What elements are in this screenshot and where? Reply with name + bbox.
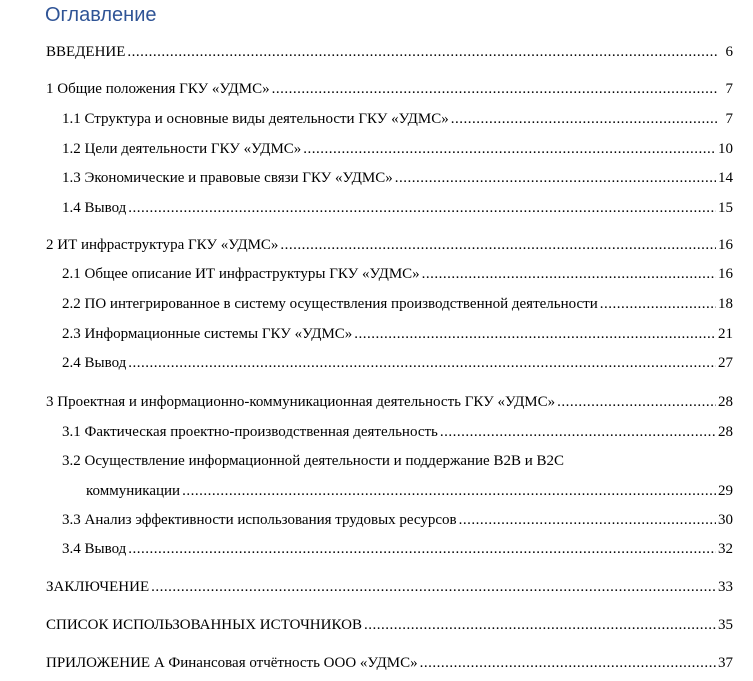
toc-page-number: 7 [725, 81, 734, 97]
toc-entry[interactable]: СПИСОК ИСПОЛЬЗОВАННЫХ ИСТОЧНИКОВ 35 [46, 615, 733, 635]
toc-page-number: 16 [718, 237, 733, 253]
dot-leader [280, 235, 716, 255]
toc-page-number: 10 [718, 141, 733, 157]
toc-entry[interactable]: 3.3 Анализ эффективности использования т… [62, 510, 733, 530]
toc-entry[interactable]: 2.4 Вывод 27 [62, 353, 733, 373]
toc-entry-text: 3.1 Фактическая проектно-производственна… [62, 424, 438, 440]
toc-page-number: 21 [718, 326, 733, 342]
dot-leader [303, 139, 716, 159]
dot-leader [440, 422, 716, 442]
dot-leader [364, 615, 716, 635]
toc-page-number: 7 [725, 111, 734, 127]
toc-entry-text: 1.4 Вывод [62, 200, 127, 216]
toc-page-number: 37 [718, 655, 733, 671]
toc-page-number: 29 [718, 483, 733, 499]
toc-entry-text: 1 Общие положения ГКУ «УДМС» [46, 81, 270, 97]
toc-page-number: 33 [718, 579, 733, 595]
toc-entry-text: 3 Проектная и информационно-коммуникацио… [46, 394, 556, 410]
toc-page-number: 28 [718, 394, 733, 410]
toc-entry[interactable]: ЗАКЛЮЧЕНИЕ 33 [46, 577, 733, 597]
dot-leader [182, 481, 716, 501]
toc-entry-text: 2.1 Общее описание ИТ инфраструктуры ГКУ… [62, 266, 420, 282]
dot-leader [354, 324, 716, 344]
toc-page-number: 18 [718, 296, 733, 312]
toc-entry-text: СПИСОК ИСПОЛЬЗОВАННЫХ ИСТОЧНИКОВ [46, 617, 362, 633]
toc-entry[interactable]: 1.3 Экономические и правовые связи ГКУ «… [62, 168, 733, 188]
dot-leader [459, 510, 716, 530]
toc-entry-text: ПРИЛОЖЕНИЕ А Финансовая отчётность ООО «… [46, 655, 418, 671]
dot-leader [272, 79, 717, 99]
toc-entry[interactable]: 2.1 Общее описание ИТ инфраструктуры ГКУ… [62, 264, 733, 284]
toc-entry-text: 2 ИТ инфраструктура ГКУ «УДМС» [46, 237, 279, 253]
toc-entry[interactable]: ПРИЛОЖЕНИЕ А Финансовая отчётность ООО «… [46, 653, 733, 673]
toc-page-number: 28 [718, 424, 733, 440]
toc-page-number: 15 [718, 200, 733, 216]
toc-entry-text: коммуникации [86, 483, 181, 499]
toc-entry[interactable]: 2.2 ПО интегрированное в систему осущест… [62, 294, 733, 314]
toc-entry[interactable]: 3.1 Фактическая проектно-производственна… [62, 422, 733, 442]
toc-page-number: 6 [725, 44, 734, 60]
toc-entry[interactable]: 1.1 Структура и основные виды деятельнос… [62, 109, 733, 129]
toc-entry[interactable]: 1 Общие положения ГКУ «УДМС» 7 [46, 79, 733, 99]
toc-page-number: 30 [718, 512, 733, 528]
toc-page-number: 32 [718, 541, 733, 557]
toc-entry-line1[interactable]: 3.2 Осуществление информационной деятель… [62, 453, 565, 469]
dot-leader [422, 264, 716, 284]
toc-entry[interactable]: ВВЕДЕНИЕ 6 [46, 42, 733, 62]
toc-page-number: 27 [718, 355, 733, 371]
toc-page-number: 35 [718, 617, 733, 633]
toc-entry-text: 2.2 ПО интегрированное в систему осущест… [62, 296, 598, 312]
dot-leader [128, 198, 716, 218]
toc-entry[interactable]: 2 ИТ инфраструктура ГКУ «УДМС» 16 [46, 235, 733, 255]
dot-leader [128, 353, 716, 373]
toc-entry[interactable]: 3 Проектная и информационно-коммуникацио… [46, 392, 733, 412]
toc-entry[interactable]: 2.3 Информационные системы ГКУ «УДМС» 21 [62, 324, 733, 344]
dot-leader [151, 577, 716, 597]
dot-leader [600, 294, 716, 314]
toc-entry[interactable]: 3.4 Вывод 32 [62, 539, 733, 559]
toc-entry-text: 2.4 Вывод [62, 355, 127, 371]
toc-page-number: 16 [718, 266, 733, 282]
toc-page-number: 14 [718, 170, 733, 186]
toc-entry[interactable]: коммуникации 29 [86, 481, 733, 501]
dot-leader [451, 109, 717, 129]
toc-entry-text: ВВЕДЕНИЕ [46, 44, 126, 60]
dot-leader [557, 392, 716, 412]
dot-leader [395, 168, 716, 188]
toc-entry-text: 1.2 Цели деятельности ГКУ «УДМС» [62, 141, 302, 157]
dot-leader [127, 42, 717, 62]
toc-entry-text: 3.3 Анализ эффективности использования т… [62, 512, 457, 528]
toc-entry-text: 1.1 Структура и основные виды деятельнос… [62, 111, 449, 127]
dot-leader [128, 539, 716, 559]
toc-entry-text: 3.4 Вывод [62, 541, 127, 557]
toc-entry-text: 1.3 Экономические и правовые связи ГКУ «… [62, 170, 393, 186]
toc-entry[interactable]: 1.2 Цели деятельности ГКУ «УДМС» 10 [62, 139, 733, 159]
toc-entry-text: 2.3 Информационные системы ГКУ «УДМС» [62, 326, 353, 342]
dot-leader [420, 653, 716, 673]
toc-entry-text: ЗАКЛЮЧЕНИЕ [46, 579, 150, 595]
toc-entry[interactable]: 1.4 Вывод 15 [62, 198, 733, 218]
toc-title: Оглавление [45, 4, 157, 26]
